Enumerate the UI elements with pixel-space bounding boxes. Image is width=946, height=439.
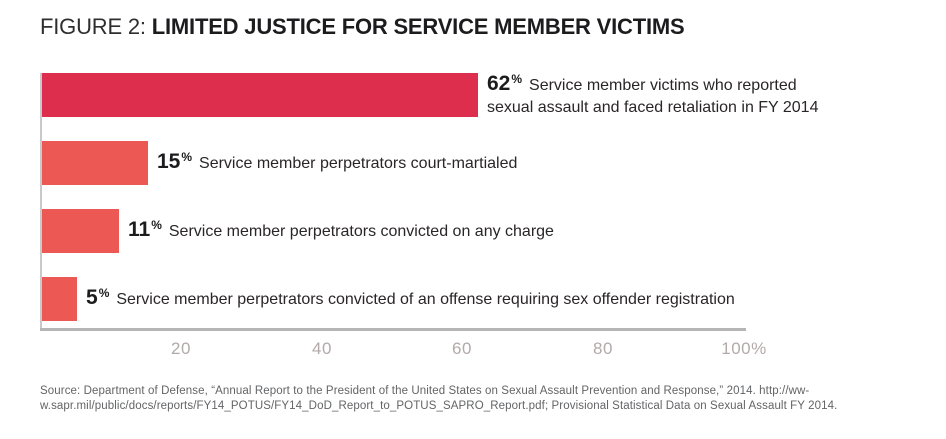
bar-value: 62 bbox=[487, 71, 511, 95]
bar-label: 11% Service member perpetrators convicted… bbox=[128, 218, 554, 243]
source-line: w.sapr.mil/public/docs/reports/FY14_POTU… bbox=[40, 400, 838, 412]
bar-court-martialed bbox=[42, 141, 148, 185]
bar-retaliation bbox=[42, 73, 478, 117]
bar-row: 5% Service member perpetrators convicted … bbox=[42, 277, 920, 321]
x-tick-20: 20 bbox=[171, 339, 191, 358]
source-note: Source: Department of Defense, “Annual R… bbox=[40, 384, 920, 414]
bar-label: 5% Service member perpetrators convicted … bbox=[86, 286, 735, 311]
bar-value: 15 bbox=[157, 150, 181, 173]
plot-area: 62% Service member victims who reported s… bbox=[40, 71, 920, 328]
percent-sign: % bbox=[151, 218, 162, 232]
bar-description: Service member victims who reported bbox=[529, 76, 797, 94]
bar-row: 11% Service member perpetrators convicted… bbox=[42, 209, 920, 253]
x-axis-ticks: 20 40 60 80 100% bbox=[40, 339, 920, 359]
figure-title-text: LIMITED JUSTICE FOR SERVICE MEMBER VICTI… bbox=[151, 14, 685, 39]
bar-sex-offender-registration bbox=[42, 277, 77, 321]
bar-convicted-any-charge bbox=[42, 209, 119, 253]
source-line: Source: Department of Defense, “Annual R… bbox=[40, 385, 810, 397]
bar-label-line: 62% Service member victims who reported bbox=[487, 71, 818, 97]
x-tick-100: 100% bbox=[721, 339, 767, 358]
bar-value: 5 bbox=[86, 286, 98, 309]
x-tick-40: 40 bbox=[312, 339, 332, 358]
bar-label-line: 11% Service member perpetrators convicted… bbox=[128, 218, 554, 243]
percent-sign: % bbox=[181, 150, 193, 164]
bar-label-line: 15% Service member perpetrators court-mar… bbox=[157, 150, 518, 175]
bar-label: 62% Service member victims who reported s… bbox=[487, 71, 819, 118]
bar-label-line: 5% Service member perpetrators convicted … bbox=[86, 286, 735, 311]
bar-description-line2: sexual assault and faced retaliation in … bbox=[487, 98, 819, 116]
bar-description: Service member perpetrators court-martia… bbox=[199, 155, 518, 172]
percent-sign: % bbox=[511, 71, 523, 86]
bar-chart: 62% Service member victims who reported s… bbox=[40, 71, 920, 359]
figure-number: FIGURE 2: bbox=[40, 14, 146, 39]
bar-description: Service member perpetrators convicted on… bbox=[168, 223, 554, 240]
bar-row: 62% Service member victims who reported s… bbox=[42, 71, 920, 118]
bar-value: 11 bbox=[128, 218, 151, 241]
bar-label: 15% Service member perpetrators court-mar… bbox=[157, 150, 518, 175]
figure-title: FIGURE 2: LIMITED JUSTICE FOR SERVICE MEM… bbox=[40, 13, 946, 41]
x-tick-60: 60 bbox=[452, 339, 472, 358]
x-tick-80: 80 bbox=[593, 339, 613, 358]
bar-description: Service member perpetrators convicted of… bbox=[116, 291, 735, 308]
x-axis-line bbox=[40, 328, 746, 331]
bar-row: 15% Service member perpetrators court-mar… bbox=[42, 141, 920, 185]
percent-sign: % bbox=[98, 286, 110, 300]
